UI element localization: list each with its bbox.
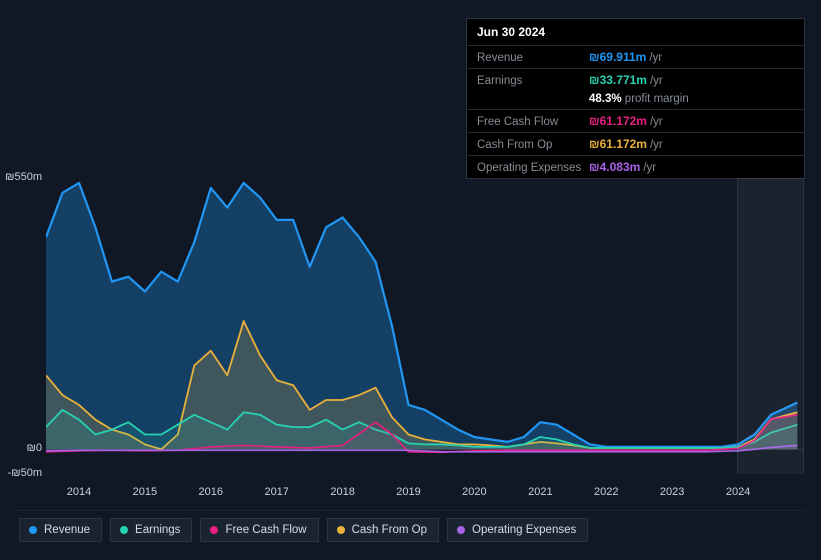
tooltip-suffix: /yr	[650, 116, 663, 128]
chart-legend: Revenue Earnings Free Cash Flow Cash From O…	[19, 518, 588, 542]
x-axis-tick: 2021	[528, 486, 552, 498]
x-axis-tick: 2014	[67, 486, 91, 498]
tooltip-metric-value: ₪61.172m	[589, 114, 647, 128]
chart-container: Jun 30 2024 Revenue₪69.911m/yrEarnings₪3…	[0, 0, 821, 560]
tooltip-suffix: /yr	[650, 75, 663, 87]
chart-svg	[46, 178, 804, 474]
legend-label: Revenue	[44, 524, 90, 536]
tooltip-metric-value: ₪61.172m	[589, 137, 647, 151]
tooltip-row: Operating Expenses₪4.083m/yr	[467, 155, 804, 178]
y-axis-tick: -₪50m	[0, 467, 42, 479]
legend-label: Earnings	[135, 524, 180, 536]
tooltip-suffix: /yr	[650, 139, 663, 151]
legend-item[interactable]: Revenue	[19, 518, 102, 542]
x-axis-tick: 2022	[594, 486, 618, 498]
tooltip-row: Earnings₪33.771m/yr	[467, 68, 804, 91]
legend-label: Free Cash Flow	[225, 524, 306, 536]
tooltip-metric-label: Operating Expenses	[477, 162, 589, 174]
tooltip-metric-value: ₪69.911m	[589, 50, 646, 64]
chart-tooltip: Jun 30 2024 Revenue₪69.911m/yrEarnings₪3…	[466, 18, 805, 179]
tooltip-suffix: /yr	[649, 52, 662, 64]
y-axis-tick: ₪0	[0, 442, 42, 454]
x-axis-tick: 2019	[396, 486, 420, 498]
tooltip-subline: 48.3% profit margin	[467, 91, 804, 109]
tooltip-row: Free Cash Flow₪61.172m/yr	[467, 109, 804, 132]
tooltip-date: Jun 30 2024	[467, 19, 804, 45]
tooltip-metric-label: Earnings	[477, 75, 589, 87]
tooltip-metric-value: ₪4.083m	[589, 160, 640, 174]
legend-item[interactable]: Operating Expenses	[447, 518, 588, 542]
x-axis-tick: 2018	[330, 486, 354, 498]
legend-swatch	[337, 526, 345, 534]
tooltip-row: Revenue₪69.911m/yr	[467, 45, 804, 68]
x-axis-tick: 2016	[199, 486, 223, 498]
x-axis-tick: 2017	[264, 486, 288, 498]
tooltip-metric-label: Free Cash Flow	[477, 116, 589, 128]
legend-item[interactable]: Earnings	[110, 518, 192, 542]
tooltip-metric-value: ₪33.771m	[589, 73, 647, 87]
x-axis-tick: 2015	[133, 486, 157, 498]
tooltip-row: Cash From Op₪61.172m/yr	[467, 132, 804, 155]
legend-label: Cash From Op	[352, 524, 427, 536]
x-axis-tick: 2023	[660, 486, 684, 498]
x-axis-tick: 2020	[462, 486, 486, 498]
tooltip-metric-label: Cash From Op	[477, 139, 589, 151]
legend-swatch	[457, 526, 465, 534]
chart-hover-band	[737, 178, 804, 474]
legend-swatch	[210, 526, 218, 534]
y-axis-tick: ₪550m	[0, 171, 42, 183]
legend-swatch	[29, 526, 37, 534]
legend-item[interactable]: Cash From Op	[327, 518, 439, 542]
x-axis-tick: 2024	[726, 486, 750, 498]
legend-label: Operating Expenses	[472, 524, 576, 536]
tooltip-suffix: /yr	[643, 162, 656, 174]
tooltip-metric-label: Revenue	[477, 52, 589, 64]
legend-item[interactable]: Free Cash Flow	[200, 518, 318, 542]
divider	[16, 510, 805, 511]
legend-swatch	[120, 526, 128, 534]
chart-plot-area[interactable]	[46, 178, 804, 474]
